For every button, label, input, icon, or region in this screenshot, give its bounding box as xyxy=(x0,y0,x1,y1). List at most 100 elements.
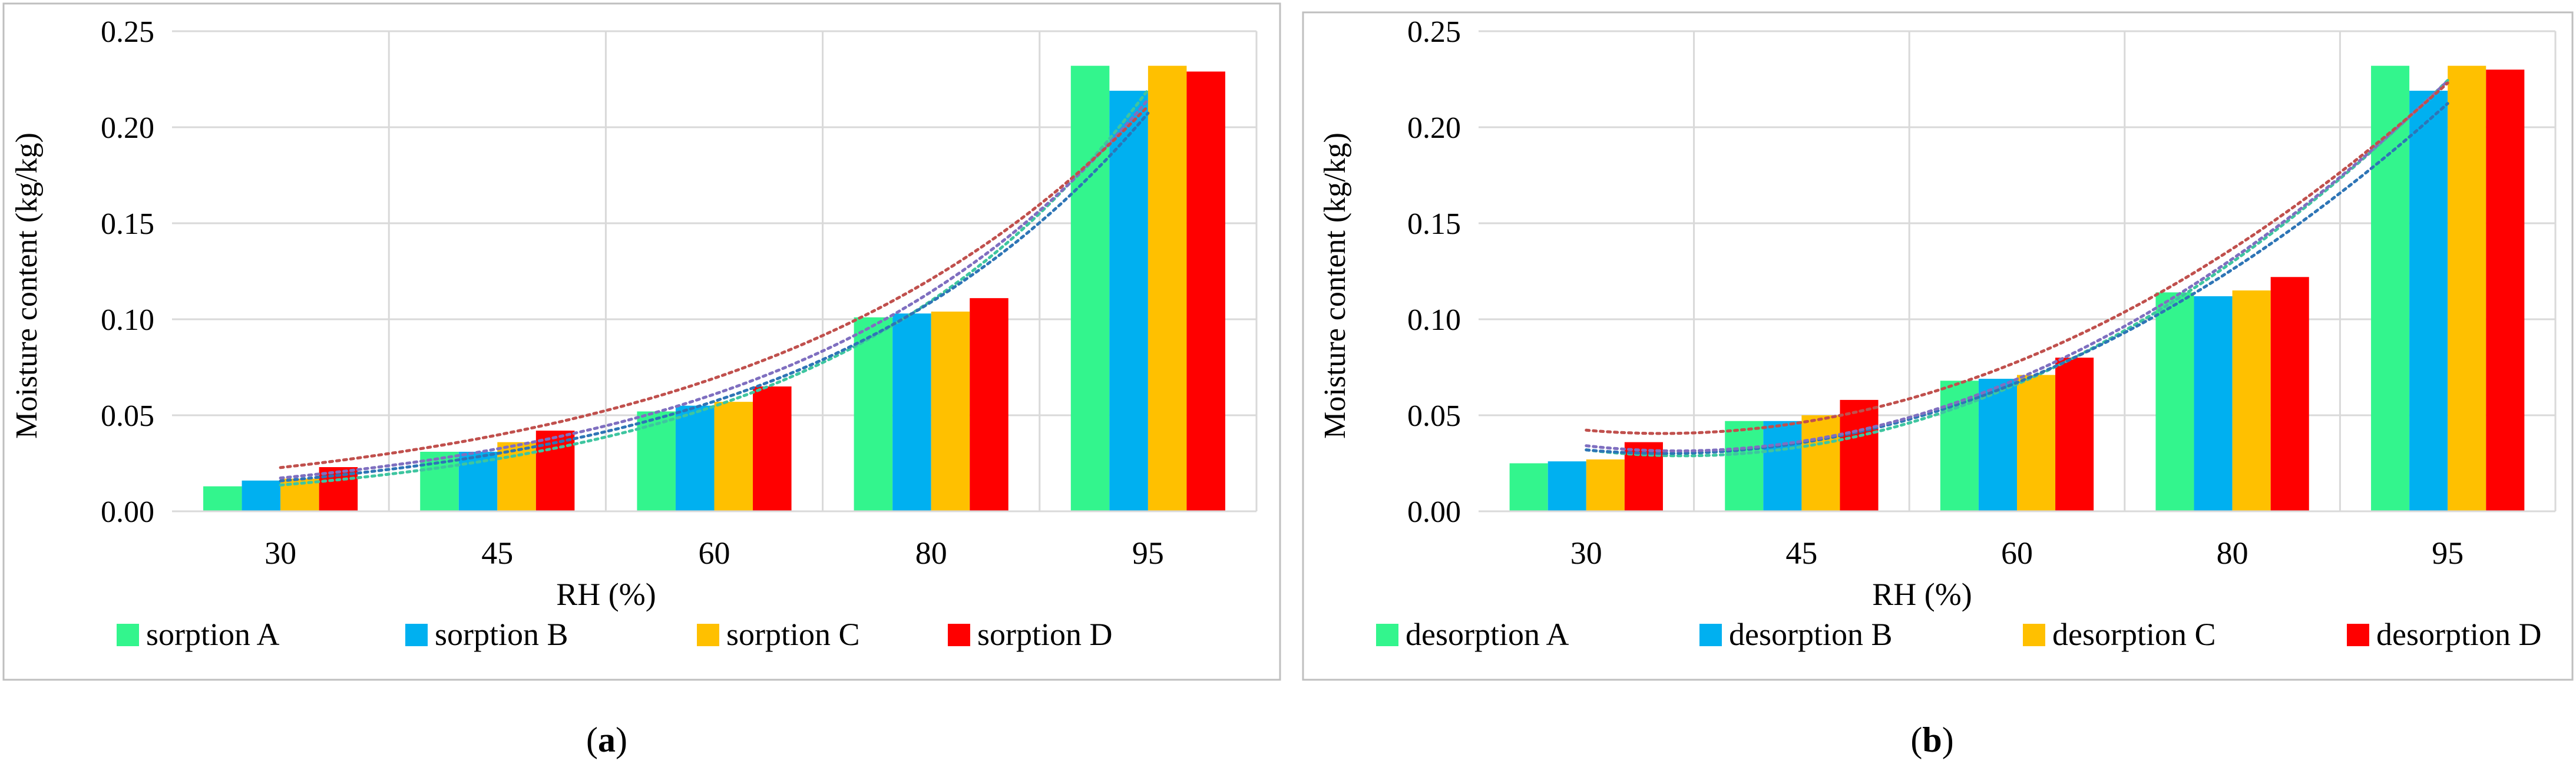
panel-b-legend-swatch-a xyxy=(1376,624,1398,646)
panel-b-bar-a-80 xyxy=(2155,292,2194,511)
panel-a-legend-swatch-a xyxy=(117,624,139,646)
panel-a-trendline-b xyxy=(279,111,1150,482)
panel-b-bar-a-45 xyxy=(1725,421,1764,511)
panel-b-bar-d-60 xyxy=(2055,358,2094,511)
panel-a-bar-a-80 xyxy=(854,317,893,511)
panel-b-x-tick-label: 80 xyxy=(2217,535,2248,571)
panel-a-y-axis-label: Moisture content (kg/kg) xyxy=(10,133,44,439)
panel-a-caption-letter: a xyxy=(598,720,616,759)
panel-b-y-tick-label: 0.20 xyxy=(1407,111,1461,145)
panel-a-x-axis-label: RH (%) xyxy=(556,577,656,612)
panel-a-bar-b-60 xyxy=(675,405,715,511)
panel-a-bar-c-30 xyxy=(280,478,319,511)
panel-b-bar-b-95 xyxy=(2409,91,2448,511)
panel-a-y-tick-label: 0.20 xyxy=(101,111,154,145)
panel-a-bar-c-45 xyxy=(497,442,536,511)
panel-a-legend-swatch-b xyxy=(405,624,428,646)
panel-b-x-tick-label: 30 xyxy=(1570,535,1602,571)
panel-b-chart: 0.00 0.05 0.10 0.15 0.20 0.25 30 45 60 80 95 Moist… xyxy=(1318,15,2557,652)
panel-b-bar-d-95 xyxy=(2486,70,2525,511)
panel-b-x-tick-label: 95 xyxy=(2432,535,2463,571)
panel-a-bars xyxy=(203,65,1225,512)
panel-b-trendline-a xyxy=(1585,79,2449,458)
panel-a-x-tick-label: 45 xyxy=(481,535,513,571)
panel-a-bar-d-80 xyxy=(970,298,1008,511)
panel-b-bar-a-30 xyxy=(1509,463,1548,511)
panel-a-legend-label-a: sorption A xyxy=(146,617,280,652)
panel-a-x-tick-label: 80 xyxy=(915,535,947,571)
panel-b-legend-swatch-d xyxy=(2347,624,2369,646)
panel-b-x-tick-label: 45 xyxy=(1785,535,1817,571)
panel-b-bar-b-45 xyxy=(1763,421,1802,511)
panel-b-bar-b-60 xyxy=(1978,379,2017,511)
panel-a-trendline-d xyxy=(279,104,1150,469)
panel-b-bar-c-60 xyxy=(2017,375,2056,511)
panel-b-caption-letter: b xyxy=(1922,720,1942,759)
panel-b-y-tick-label: 0.15 xyxy=(1407,207,1461,241)
panel-b-y-tick-label: 0.25 xyxy=(1407,15,1461,49)
panel-a-bar-c-60 xyxy=(714,402,753,511)
panel-a-bar-a-95 xyxy=(1070,65,1110,512)
panel-a-bar-d-95 xyxy=(1186,71,1225,511)
panel-a-x-tick-label: 60 xyxy=(699,535,730,571)
panel-b-legend-label-c: desorption C xyxy=(2052,617,2216,652)
panel-a-legend-label-c: sorption C xyxy=(726,617,860,652)
panel-b-legend-swatch-c xyxy=(2023,624,2045,646)
panel-b-y-tick-label: 0.05 xyxy=(1407,399,1461,433)
panel-a-trendline-c xyxy=(279,98,1150,479)
panel-a-chart: 0.00 0.05 0.10 0.15 0.20 0.25 30 45 60 80 95 Moist… xyxy=(10,15,1258,652)
panel-b-y-tick-label: 0.00 xyxy=(1407,495,1461,529)
panel-b-trendlines xyxy=(1585,79,2449,458)
panel-a-y-tick-label: 0.10 xyxy=(101,303,154,337)
panel-a-x-tick-label: 95 xyxy=(1132,535,1164,571)
panel-b-x-tick-label: 60 xyxy=(2001,535,2033,571)
panel-b-legend-swatch-b xyxy=(1699,624,1722,646)
panel-a-axes: 0.00 0.05 0.10 0.15 0.20 0.25 30 45 60 80 95 xyxy=(101,15,1256,571)
panel-a-bar-c-80 xyxy=(931,311,970,511)
panel-a-legend-label-b: sorption B xyxy=(435,617,568,652)
panel-a-bar-b-80 xyxy=(892,313,931,511)
panel-a-y-tick-label: 0.00 xyxy=(101,495,154,529)
panel-a-y-tick-label: 0.25 xyxy=(101,15,154,49)
panel-a-frame xyxy=(2,2,1281,681)
panel-b-x-axis-label: RH (%) xyxy=(1872,577,1972,612)
panel-b-legend-label-d: desorption D xyxy=(2376,617,2541,652)
panel-b-bar-b-30 xyxy=(1547,461,1586,511)
panel-b-bar-c-45 xyxy=(1801,415,1840,511)
panel-b-trendline-b xyxy=(1585,102,2449,455)
panel-b-frame xyxy=(1302,11,2574,681)
panel-b-bar-c-95 xyxy=(2448,65,2486,512)
panel-a-caption: (a) xyxy=(586,720,627,759)
panel-a-y-tick-label: 0.15 xyxy=(101,207,154,241)
panel-a-legend: sorption A sorption B sorption C sorption D xyxy=(117,617,1113,652)
panel-b-bar-c-80 xyxy=(2232,290,2271,511)
panel-b-bar-b-80 xyxy=(2194,296,2233,511)
panel-a-bar-c-95 xyxy=(1148,65,1187,512)
panel-a-trendline-a xyxy=(279,88,1150,487)
panel-b-legend-label-b: desorption B xyxy=(1729,617,1893,652)
panel-b-bars xyxy=(1509,65,2525,512)
panel-a-bar-d-60 xyxy=(753,386,792,511)
panel-a-bar-b-30 xyxy=(242,480,281,511)
panel-a-legend-swatch-c xyxy=(697,624,719,646)
panel-b-bar-d-45 xyxy=(1840,399,1879,511)
panel-a-bar-a-30 xyxy=(203,486,242,511)
panel-b-y-tick-label: 0.10 xyxy=(1407,303,1461,337)
panel-b-legend: desorption A desorption B desorption C deso… xyxy=(1376,617,2541,652)
panel-b-y-axis-label: Moisture content (kg/kg) xyxy=(1318,133,1352,439)
panel-b-trendline-c xyxy=(1585,79,2449,452)
panel-a-legend-label-d: sorption D xyxy=(977,617,1113,652)
panel-b-bar-d-80 xyxy=(2270,277,2309,511)
panel-b-caption: (b) xyxy=(1910,720,1953,759)
panel-a-bar-b-95 xyxy=(1109,91,1148,511)
panel-a-x-tick-label: 30 xyxy=(264,535,296,571)
panel-b-axes: 0.00 0.05 0.10 0.15 0.20 0.25 30 45 60 80 95 xyxy=(1407,15,2555,571)
panel-b-trendline-d xyxy=(1585,81,2449,435)
panel-a-trendlines xyxy=(279,88,1150,487)
panel-a-y-tick-label: 0.05 xyxy=(101,399,154,433)
panel-b-legend-label-a: desorption A xyxy=(1406,617,1569,652)
panel-b-bar-c-30 xyxy=(1586,459,1625,511)
panel-a-legend-swatch-d xyxy=(948,624,970,646)
panel-b-bar-a-95 xyxy=(2371,65,2410,512)
